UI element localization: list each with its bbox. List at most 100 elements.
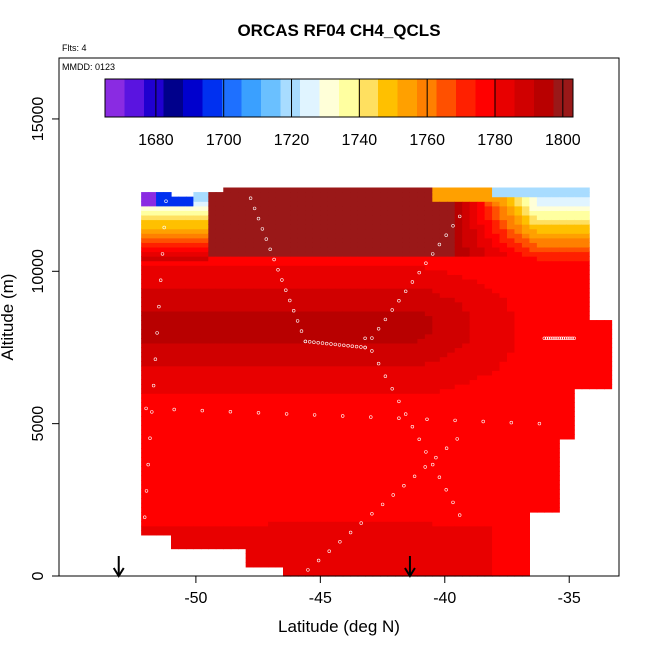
heat-cell — [260, 548, 269, 554]
heat-cell — [320, 288, 329, 294]
heat-cell — [335, 562, 344, 568]
heat-cell — [260, 301, 269, 307]
heat-cell — [260, 365, 269, 371]
heat-cell — [283, 534, 292, 541]
heat-cell — [141, 347, 150, 353]
heat-cell — [260, 525, 269, 531]
heat-cell — [215, 498, 224, 504]
heat-cell — [447, 205, 456, 211]
heat-cell — [350, 329, 359, 335]
heat-cell — [424, 562, 433, 568]
heat-cell — [365, 502, 374, 509]
heat-cell — [185, 402, 194, 408]
heat-cell — [566, 292, 575, 298]
heat-cell — [200, 397, 209, 403]
heat-cell — [335, 420, 344, 426]
heat-cell — [380, 297, 389, 303]
heat-cell — [439, 365, 448, 371]
heat-cell — [200, 507, 209, 513]
heat-cell — [417, 466, 426, 472]
heat-cell — [238, 443, 247, 449]
heat-cell — [335, 237, 344, 243]
heat-cell — [395, 388, 404, 394]
heat-cell — [200, 402, 209, 408]
heat-cell — [372, 333, 381, 339]
heat-cell — [536, 416, 545, 422]
heat-cell — [529, 448, 538, 454]
heat-cell — [551, 457, 560, 463]
heat-cell — [275, 388, 284, 394]
heat-cell — [163, 425, 172, 431]
heat-cell — [365, 338, 374, 344]
heat-cell — [484, 251, 493, 257]
heat-cell — [260, 402, 269, 408]
heat-cell — [260, 297, 269, 303]
heat-cell — [238, 379, 247, 385]
heat-cell — [312, 429, 321, 435]
heat-cell — [559, 214, 568, 221]
heat-cell — [521, 338, 530, 344]
heat-cell — [215, 315, 224, 321]
heat-cell — [529, 416, 538, 422]
heat-cell — [193, 256, 202, 262]
heat-cell — [156, 521, 165, 527]
heat-cell — [395, 393, 404, 399]
heat-cell — [507, 525, 516, 531]
heat-cell — [230, 544, 239, 550]
heat-cell — [215, 411, 224, 417]
heat-cell — [215, 388, 224, 394]
heat-cell — [484, 384, 493, 390]
heat-cell — [409, 356, 418, 362]
heat-cell — [499, 219, 508, 225]
heat-cell — [178, 297, 187, 303]
heat-cell — [357, 429, 366, 435]
heat-cell — [208, 210, 217, 216]
heat-cell — [260, 342, 269, 349]
heat-cell — [380, 466, 389, 472]
heat-cell — [185, 461, 194, 467]
heat-cell — [380, 502, 389, 509]
heat-cell — [312, 288, 321, 294]
heat-cell — [469, 443, 478, 449]
heat-cell — [156, 347, 165, 353]
heat-cell — [193, 361, 202, 367]
heat-cell — [499, 342, 508, 349]
heat-cell — [312, 283, 321, 289]
heat-cell — [477, 251, 486, 257]
heat-cell — [223, 201, 232, 207]
heat-cell — [462, 219, 471, 225]
heat-cell — [395, 502, 404, 509]
heat-cell — [492, 379, 501, 385]
heat-cell — [312, 534, 321, 541]
heat-cell — [350, 187, 359, 193]
heat-cell — [215, 228, 224, 234]
heat-cell — [238, 246, 247, 253]
heat-cell — [409, 324, 418, 330]
heat-cell — [178, 434, 187, 440]
heat-cell — [424, 329, 433, 335]
heat-cell — [283, 301, 292, 307]
heat-cell — [320, 393, 329, 399]
heat-cell — [320, 219, 329, 225]
heat-cell — [253, 429, 262, 435]
heat-cell — [432, 187, 441, 193]
heat-cell — [342, 233, 351, 239]
heat-cell — [484, 228, 493, 234]
heat-cell — [365, 205, 374, 211]
heat-cell — [387, 269, 396, 275]
heat-cell — [253, 393, 262, 399]
heat-cell — [536, 384, 545, 390]
heat-cell — [372, 429, 381, 435]
heat-cell — [230, 530, 239, 536]
heat-cell — [156, 237, 165, 243]
heat-cell — [305, 457, 314, 463]
heat-cell — [253, 502, 262, 509]
heat-cell — [402, 306, 411, 312]
heat-cell — [350, 356, 359, 362]
heat-cell — [275, 411, 284, 417]
heat-cell — [402, 201, 411, 207]
heat-cell — [238, 512, 247, 518]
heat-cell — [215, 292, 224, 298]
heat-cell — [253, 416, 262, 422]
heat-cell — [559, 233, 568, 239]
